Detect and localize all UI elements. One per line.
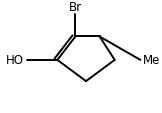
Text: Me: Me	[143, 54, 161, 67]
Text: HO: HO	[6, 54, 24, 67]
Text: Br: Br	[69, 1, 82, 14]
